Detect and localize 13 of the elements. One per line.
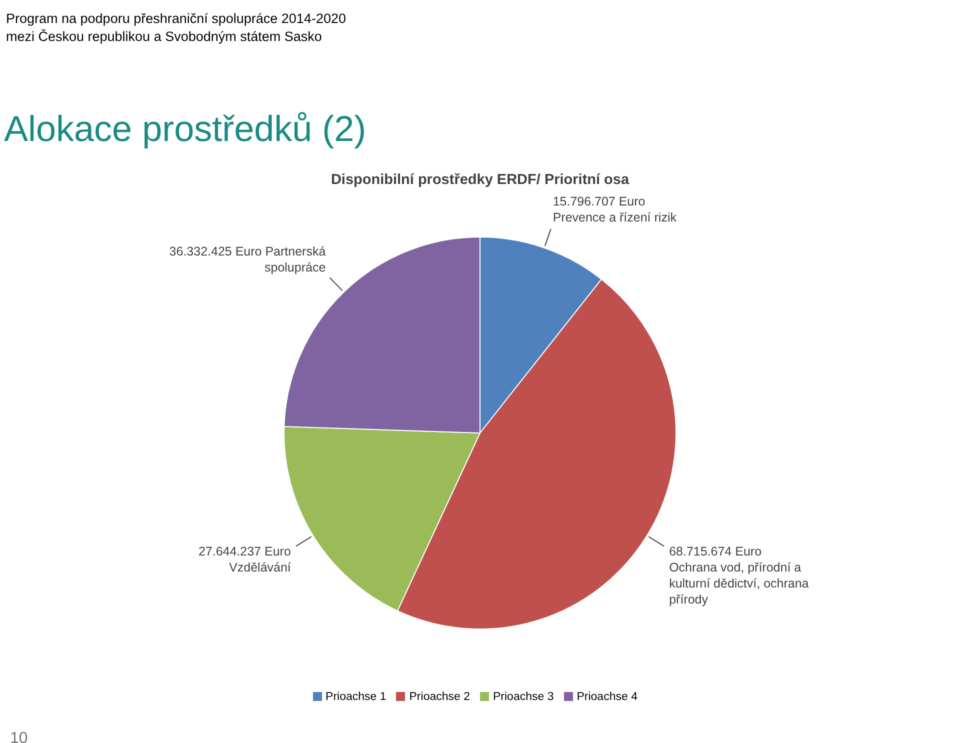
chart-title: Alokace prostředků (2) <box>4 108 366 150</box>
legend-label: Prioachse 3 <box>493 691 554 703</box>
data-label: 68.715.674 Euro Ochrana vod, přírodní a kulturní dědictví, ochrana přírody <box>669 544 809 606</box>
chart-subtitle: Disponibilní prostředky ERDF/ Prioritní osa <box>330 172 630 188</box>
data-label: 36.332.425 Euro Partnerská spolupráce <box>169 244 326 274</box>
legend-label: Prioachse 2 <box>409 691 470 703</box>
data-label: 27.644.237 Euro Vzdělávání <box>198 544 292 574</box>
text: mezi Českou republikou a Svobodným státem Sasko <box>6 28 323 46</box>
text: Program na podporu přeshraniční spolupráce 2014-2020 <box>6 10 346 28</box>
text: 10 <box>10 730 28 743</box>
legend-label: Prioachse 4 <box>576 691 638 703</box>
legend-label: Prioachse 1 <box>326 691 386 703</box>
data-label: 15.796.707 Euro Prevence a řízení rizik <box>552 194 678 224</box>
